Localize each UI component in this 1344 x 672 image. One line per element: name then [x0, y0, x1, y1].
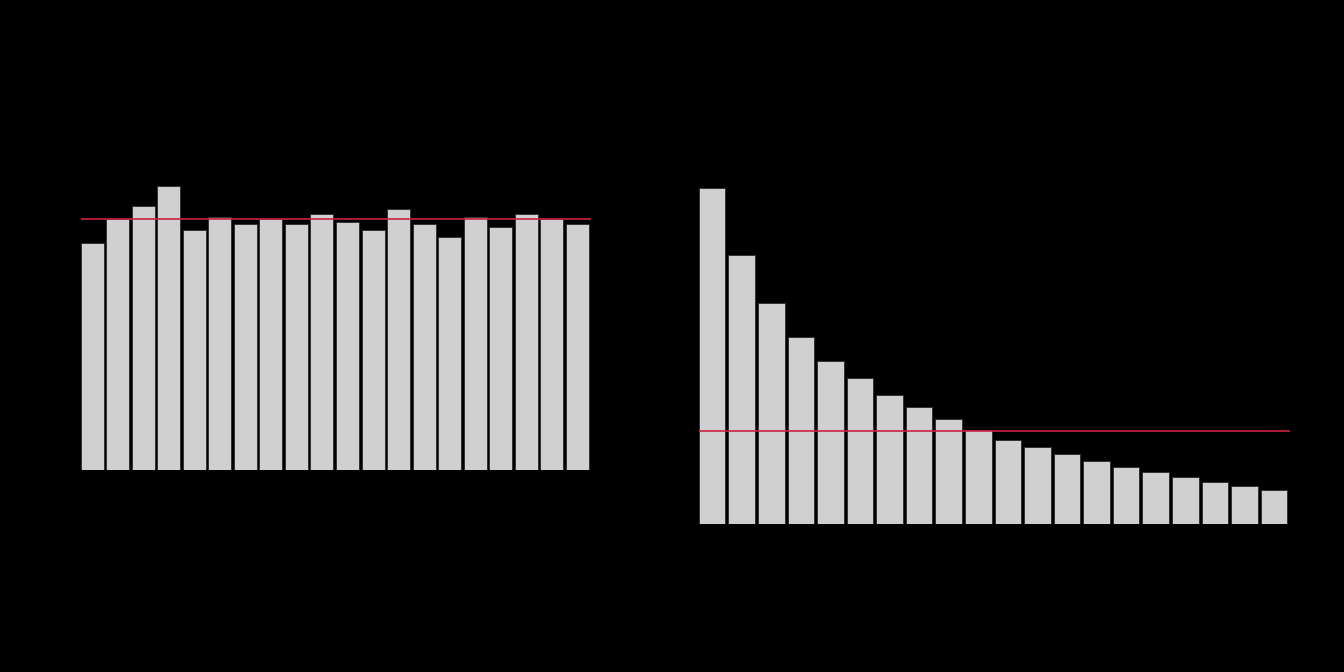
- Bar: [1113, 466, 1140, 524]
- Bar: [965, 430, 992, 524]
- Bar: [935, 419, 962, 524]
- Bar: [259, 219, 282, 470]
- Bar: [995, 439, 1021, 524]
- Bar: [540, 219, 563, 470]
- Bar: [208, 217, 231, 470]
- Bar: [1172, 477, 1199, 524]
- Bar: [1083, 461, 1110, 524]
- Bar: [788, 337, 814, 524]
- Bar: [1024, 448, 1051, 524]
- Bar: [1231, 486, 1258, 524]
- Bar: [1142, 472, 1169, 524]
- Bar: [336, 222, 359, 470]
- Bar: [906, 407, 933, 524]
- Bar: [1054, 454, 1081, 524]
- Bar: [183, 230, 206, 470]
- Bar: [699, 188, 726, 524]
- Bar: [413, 224, 435, 470]
- Bar: [817, 361, 844, 524]
- Bar: [876, 394, 903, 524]
- Bar: [157, 185, 180, 470]
- Bar: [438, 237, 461, 470]
- Bar: [1202, 482, 1228, 524]
- Bar: [464, 217, 487, 470]
- Bar: [106, 219, 129, 470]
- Bar: [81, 243, 103, 470]
- Bar: [362, 230, 384, 470]
- Bar: [847, 378, 874, 524]
- Bar: [1261, 490, 1288, 524]
- Bar: [132, 206, 155, 470]
- Bar: [285, 224, 308, 470]
- Bar: [234, 224, 257, 470]
- Bar: [566, 224, 589, 470]
- Bar: [387, 209, 410, 470]
- Bar: [515, 214, 538, 470]
- Bar: [489, 227, 512, 470]
- Bar: [310, 214, 333, 470]
- Bar: [728, 255, 755, 524]
- Bar: [758, 303, 785, 524]
